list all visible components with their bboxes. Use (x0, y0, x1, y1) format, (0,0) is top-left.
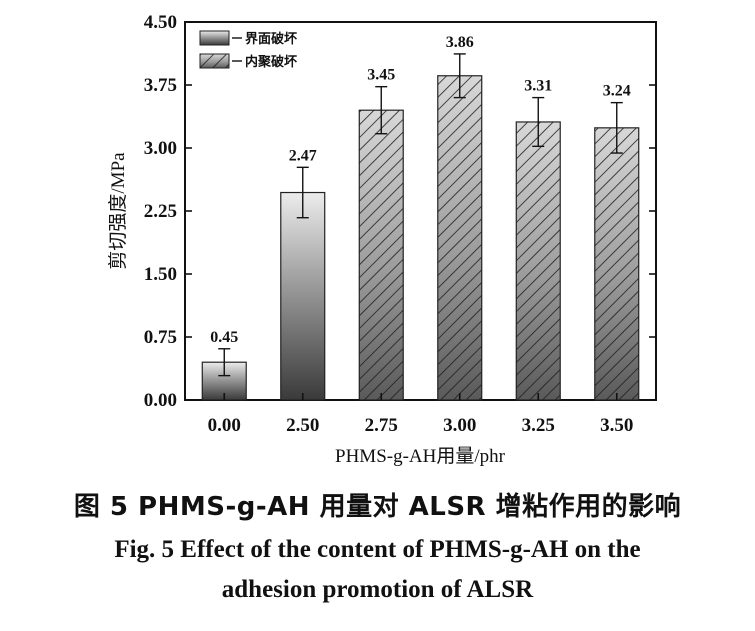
legend-label-cohesive: 内聚破坏 (245, 54, 297, 69)
y-tick-label: 3.75 (144, 75, 177, 96)
legend-label-interface: 界面破坏 (245, 31, 297, 46)
y-axis: 0.00 0.75 1.50 2.25 3.00 3.75 4.50 (144, 12, 656, 411)
data-label: 2.47 (289, 147, 317, 164)
legend: 界面破坏 内聚破坏 (199, 30, 297, 69)
plot-frame (184, 21, 657, 401)
x-tick-label: 3.50 (600, 415, 633, 436)
y-tick-label: 1.50 (144, 264, 177, 285)
bar (594, 127, 640, 401)
y-tick-label: 0.00 (144, 390, 177, 411)
x-tick-label: 0.00 (208, 415, 241, 436)
figure-caption-chinese: 图 5 PHMS-g-AH 用量对 ALSR 增粘作用的影响 (73, 492, 682, 522)
figure-caption-english-line1: Fig. 5 Effect of the content of PHMS-g-A… (114, 536, 641, 563)
bar (437, 75, 483, 401)
bar (280, 191, 326, 401)
data-label: 3.24 (603, 83, 631, 100)
bars: 0.45 2.47 3.45 3.86 3.31 3.24 (201, 34, 640, 401)
bar (515, 121, 561, 401)
bar (358, 109, 404, 401)
legend-swatch-interface (199, 30, 230, 46)
x-tick-label: 2.50 (286, 415, 319, 436)
x-tick-label: 3.00 (443, 415, 476, 436)
legend-swatch-cohesive (199, 53, 230, 69)
data-label: 0.45 (210, 329, 238, 346)
data-label: 3.31 (524, 78, 552, 95)
y-tick-label: 4.50 (144, 12, 177, 33)
y-tick-label: 3.00 (144, 138, 177, 159)
x-axis: 0.00 2.50 2.75 3.00 3.25 3.50 (208, 393, 633, 436)
y-tick-label: 2.25 (144, 201, 177, 222)
data-label: 3.86 (446, 34, 474, 51)
bar-chart: 0.00 0.75 1.50 2.25 3.00 3.75 4.50 0.45 2.47 3.4… (107, 12, 657, 467)
figure-caption-english-line2: adhesion promotion of ALSR (221, 576, 534, 603)
x-tick-label: 3.25 (522, 415, 555, 436)
y-tick-label: 0.75 (144, 327, 177, 348)
y-axis-title: 剪切强度/MPa (107, 152, 129, 270)
x-axis-title: PHMS-g-AH用量/phr (335, 446, 506, 467)
data-label: 3.45 (367, 67, 395, 84)
x-tick-label: 2.75 (365, 415, 398, 436)
